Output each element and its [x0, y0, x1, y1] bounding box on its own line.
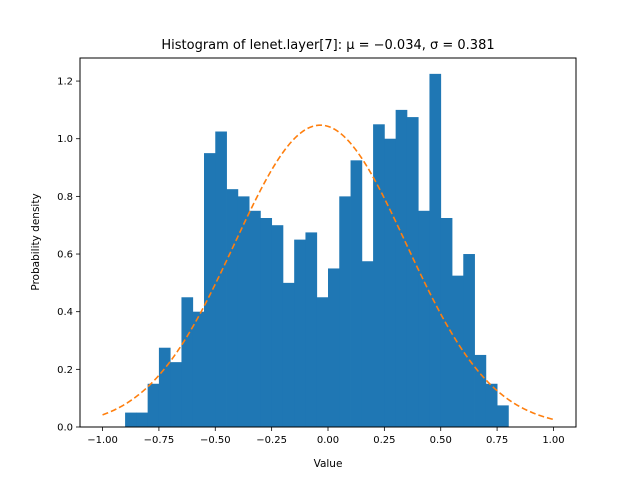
histogram-bar [305, 232, 318, 427]
histogram-bar [125, 412, 137, 427]
histogram-bar [395, 109, 408, 427]
y-tick-label: 0.0 [57, 423, 73, 434]
histogram-bar [237, 196, 250, 428]
histogram-bar [170, 362, 182, 427]
histogram-bar [282, 282, 295, 427]
y-axis-label: Probability density [30, 193, 42, 290]
histogram-bars [125, 73, 509, 428]
y-tick-label: 1.0 [57, 134, 73, 145]
histogram-bar [271, 225, 284, 427]
x-tick-label: 0.50 [430, 435, 452, 446]
pdf-curve-group [102, 124, 554, 421]
histogram-bar [136, 412, 149, 427]
x-tick-label: −1.00 [87, 435, 118, 446]
x-tick-label: 0.75 [486, 435, 508, 446]
histogram-bar [226, 189, 239, 427]
histogram-bar [361, 261, 374, 427]
x-axis-ticks: −1.00 −0.75 −0.50 −0.25 0.00 0.25 0.50 0.75 1.00 [87, 427, 565, 446]
histogram-bar [181, 297, 194, 427]
y-tick-label: 0.6 [57, 250, 73, 261]
histogram-bar [497, 405, 509, 427]
histogram-bar [429, 73, 442, 428]
y-tick-label: 0.4 [57, 307, 73, 318]
x-tick-label: 0.00 [317, 435, 339, 446]
histogram-bar [192, 311, 205, 427]
histogram-bar [249, 210, 261, 427]
histogram-bar [485, 383, 498, 427]
x-axis-label: Value [314, 458, 343, 470]
histogram-bar [215, 131, 227, 427]
histogram-bar [147, 383, 160, 427]
histogram-bar [373, 124, 385, 428]
histogram-bar [339, 196, 351, 428]
histogram-bar [350, 160, 363, 427]
histogram-bar [328, 268, 340, 427]
histogram-bar [440, 218, 453, 427]
histogram-bar [384, 138, 397, 427]
histogram-bar [418, 210, 430, 427]
x-tick-label: −0.50 [200, 435, 231, 446]
chart-title: Histogram of lenet.layer[7]: μ = −0.034,… [161, 38, 494, 53]
histogram-bar [316, 297, 329, 427]
histogram-bar [406, 117, 419, 427]
normal-pdf-curve [102, 124, 554, 421]
y-tick-label: 0.2 [57, 365, 73, 376]
histogram-bar [463, 254, 475, 427]
x-tick-label: −0.25 [256, 435, 287, 446]
histogram-bar [260, 218, 273, 427]
histogram-bar [452, 275, 464, 427]
x-tick-label: −0.75 [144, 435, 175, 446]
y-tick-label: 0.8 [57, 192, 73, 203]
x-tick-label: 1.00 [542, 435, 564, 446]
x-tick-label: 0.25 [373, 435, 395, 446]
histogram-bar [158, 347, 171, 427]
histogram-bar [474, 354, 487, 427]
y-axis-ticks: 0.0 0.2 0.4 0.6 0.8 1.0 1.2 [57, 77, 80, 434]
histogram-bar [294, 239, 306, 427]
histogram-bar [204, 153, 216, 427]
y-tick-label: 1.2 [57, 77, 73, 88]
